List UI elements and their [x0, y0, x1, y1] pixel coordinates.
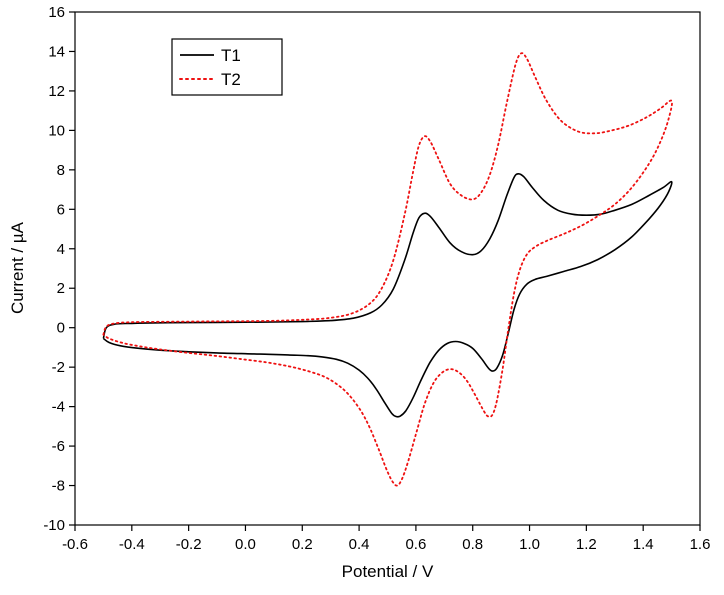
- y-tick-label: 6: [57, 201, 65, 218]
- legend-box: [171, 38, 283, 96]
- x-tick-label: -0.2: [176, 536, 202, 553]
- x-tick-label: -0.6: [62, 536, 88, 553]
- y-tick-label: 14: [48, 43, 65, 60]
- legend-label-T1: T1: [221, 46, 241, 65]
- x-axis: -0.6 -0.4 -0.2 0.0 0.2 0.4 0.6 0.8 1.0 1.2 1.4 1.6: [62, 525, 710, 553]
- y-tick-label: 16: [48, 4, 65, 21]
- y-tick-label: -4: [52, 399, 65, 416]
- x-tick-label: 1.2: [576, 536, 597, 553]
- y-tick-label: -6: [52, 438, 65, 455]
- y-tick-label: -8: [52, 478, 65, 495]
- y-tick-label: 2: [57, 280, 65, 297]
- x-tick-label: 0.4: [349, 536, 370, 553]
- legend-label-T2: T2: [221, 70, 241, 89]
- x-tick-label: 0.2: [292, 536, 313, 553]
- y-tick-label: 4: [57, 241, 65, 258]
- plot-frame: [74, 11, 701, 526]
- y-axis-label: Current / µA: [8, 222, 27, 314]
- y-tick-label: 10: [48, 122, 65, 139]
- x-axis-label: Potential / V: [341, 562, 434, 581]
- y-axis: -10 -8 -6 -4 -2 0 2 4 6 8 10 12 14 16: [43, 4, 75, 534]
- y-tick-label: 8: [57, 162, 65, 179]
- x-tick-label: 1.4: [633, 536, 654, 553]
- x-tick-label: 0.8: [462, 536, 483, 553]
- series-T1: [102, 172, 673, 418]
- x-tick-label: 1.0: [519, 536, 540, 553]
- y-tick-label: -10: [43, 517, 65, 534]
- y-tick-label: -2: [52, 359, 65, 376]
- series-T2: [102, 52, 673, 487]
- y-tick-label: 12: [48, 83, 65, 100]
- x-tick-label: -0.4: [119, 536, 145, 553]
- x-tick-label: 1.6: [690, 536, 711, 553]
- x-tick-label: 0.6: [405, 536, 426, 553]
- x-tick-label: 0.0: [235, 536, 256, 553]
- y-tick-label: 0: [57, 320, 65, 337]
